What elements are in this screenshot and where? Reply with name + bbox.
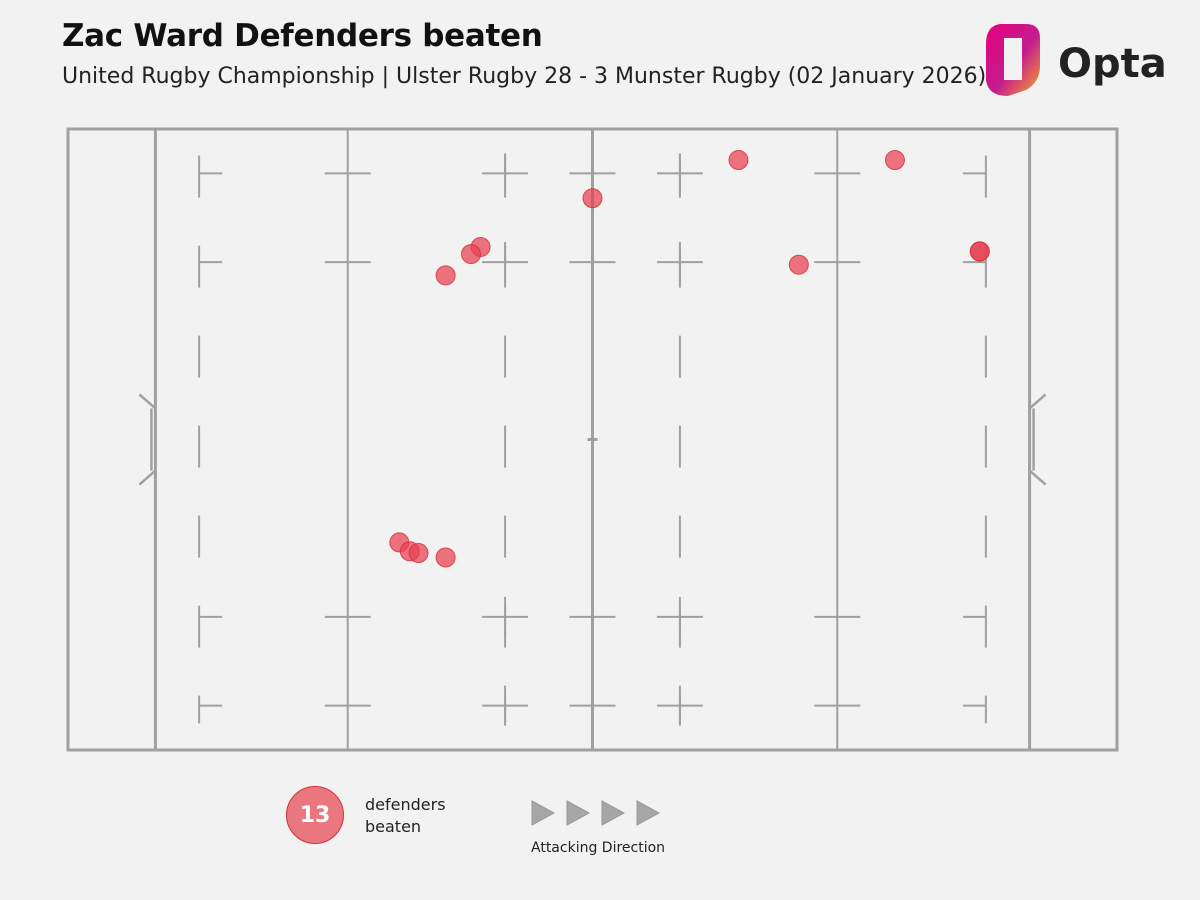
opta-mark-icon [986, 24, 1040, 96]
play-arrow-icon [566, 800, 591, 826]
legend-label-line2: beaten [365, 817, 422, 836]
defender-beaten-point [788, 254, 809, 275]
play-arrow-icon [601, 800, 626, 826]
opta-logo: Opta [986, 24, 1167, 96]
defenders-beaten-count: 13 [286, 786, 344, 844]
play-arrow-icon [531, 800, 556, 826]
chart-subtitle: United Rugby Championship | Ulster Rugby… [62, 64, 987, 89]
opta-wordmark: Opta [1058, 41, 1167, 87]
defender-beaten-point [408, 543, 429, 564]
legend-label: defenders beaten [365, 794, 485, 838]
defender-beaten-point [435, 547, 456, 568]
play-arrow-icon [636, 800, 661, 826]
defender-beaten-point [582, 188, 603, 209]
goal-posts-left-upper [138, 393, 157, 410]
defender-beaten-point [460, 244, 481, 265]
defender-beaten-point [728, 150, 749, 171]
defender-beaten-point [884, 150, 905, 171]
attacking-direction-arrows [531, 800, 661, 826]
defender-beaten-point [435, 265, 456, 286]
goal-posts-right-lower [1028, 469, 1047, 486]
goal-posts-right-upper [1028, 393, 1047, 410]
goal-posts-left-lower [138, 469, 157, 486]
attacking-direction-label: Attacking Direction [531, 840, 666, 856]
chart-title: Zac Ward Defenders beaten [62, 18, 543, 54]
legend-label-line1: defenders [365, 795, 446, 814]
defender-beaten-point [969, 241, 990, 262]
